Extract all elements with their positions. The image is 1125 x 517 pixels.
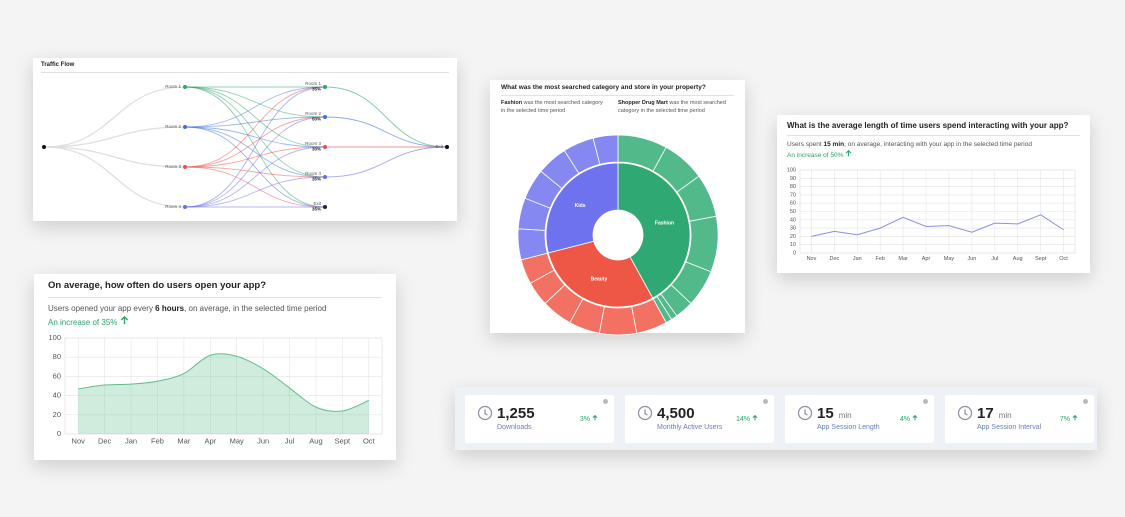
kpi-change-text: 4% <box>899 416 910 423</box>
icon <box>797 405 813 421</box>
panel-title: What is the average length of time users… <box>787 121 1080 136</box>
kpi-value-row: 15 min <box>817 405 852 423</box>
arrow <box>912 414 918 421</box>
panel-title: Traffic Flow <box>41 62 449 73</box>
panel-title: What was the most searched category and … <box>501 84 734 96</box>
kpi-value: 15 <box>817 405 834 422</box>
line-panel: What is the average length of time users… <box>777 115 1090 273</box>
kpi-label: Monthly Active Users <box>657 424 723 431</box>
kpi-value: 1,255 <box>497 405 535 422</box>
kpi-label: App Session Length <box>817 424 880 431</box>
notes: Fashion was the most searched category i… <box>501 99 734 115</box>
icon <box>637 405 653 421</box>
help-icon <box>603 399 608 404</box>
sub-text: Users opened your app every <box>48 304 156 313</box>
help-icon <box>1083 399 1088 404</box>
kpi-value: 4,500 <box>657 405 695 422</box>
sunburst-panel: What was the most searched category and … <box>490 80 745 333</box>
kpi-icon <box>477 405 493 426</box>
arrow <box>592 414 598 421</box>
kpi-change: 4% <box>899 414 918 423</box>
arrow-icon <box>845 149 852 157</box>
kpi-icon <box>797 405 813 426</box>
sub-text: , on average, in the selected time perio… <box>184 304 327 313</box>
note: Shopper Drug Mart was the most searched … <box>618 99 728 115</box>
subtitle: Users opened your app every 6 hours, on … <box>48 304 382 313</box>
note-text: was the most searched category in the se… <box>618 100 726 114</box>
kpi-card: 1,255 Downloads 3% <box>465 395 614 443</box>
kpi-label: Downloads <box>497 424 532 431</box>
arrow <box>1072 414 1078 421</box>
kpi-change: 3% <box>579 414 598 423</box>
increase: An increase of 50% <box>787 149 1080 159</box>
panel-title: On average, how often do users open your… <box>48 280 382 298</box>
kpi-icon <box>957 405 973 426</box>
kpi-card: 4,500 Monthly Active Users 14% <box>625 395 774 443</box>
kpi-strip: 1,255 Downloads 3% 4,500 Monthly Active User… <box>455 387 1097 450</box>
sub-bold: 15 min <box>823 141 845 148</box>
kpi-card: 17 min App Session Interval 7% <box>945 395 1094 443</box>
kpi-change-text: 7% <box>1059 416 1070 423</box>
kpi-unit: min <box>998 411 1012 420</box>
area-panel: On average, how often do users open your… <box>34 274 396 460</box>
arrow-icon <box>120 315 128 325</box>
increase-text: An increase of 35% <box>48 318 118 327</box>
kpi-change: 14% <box>735 414 758 423</box>
arrow-icon <box>1072 414 1078 423</box>
increase: An increase of 35% <box>48 315 382 327</box>
kpi-value-row: 4,500 <box>657 405 695 423</box>
note: Fashion was the most searched category i… <box>501 99 608 115</box>
help-icon <box>763 399 768 404</box>
note-bold: Shopper Drug Mart <box>618 100 668 106</box>
note-text: was the most searched category in the se… <box>501 100 603 114</box>
increase-text: An increase of 50% <box>787 152 844 159</box>
icon <box>477 405 493 421</box>
arrow <box>752 414 758 421</box>
kpi-label: App Session Interval <box>977 424 1042 431</box>
traffic-panel: Traffic Flow <box>33 58 457 221</box>
subtitle: Users spent 15 min, on average, interact… <box>787 141 1080 148</box>
kpi-icon <box>637 405 653 426</box>
help-icon <box>923 399 928 404</box>
icon <box>957 405 973 421</box>
kpi-card: 15 min App Session Length 4% <box>785 395 934 443</box>
sub-bold: 6 hours <box>155 304 185 313</box>
kpi-change-text: 3% <box>579 416 590 423</box>
arrow-icon <box>752 414 758 423</box>
sub-text: , on average, interacting with your app … <box>844 141 1032 148</box>
note-bold: Fashion <box>501 100 523 106</box>
arrow-icon <box>592 414 598 423</box>
kpi-value: 17 <box>977 405 994 422</box>
kpi-value-row: 17 min <box>977 405 1012 423</box>
kpi-unit: min <box>838 411 852 420</box>
sub-text: Users spent <box>787 141 824 148</box>
kpi-change: 7% <box>1059 414 1078 423</box>
kpi-value-row: 1,255 <box>497 405 535 423</box>
arrow-icon <box>912 414 918 423</box>
kpi-change-text: 14% <box>735 416 750 423</box>
